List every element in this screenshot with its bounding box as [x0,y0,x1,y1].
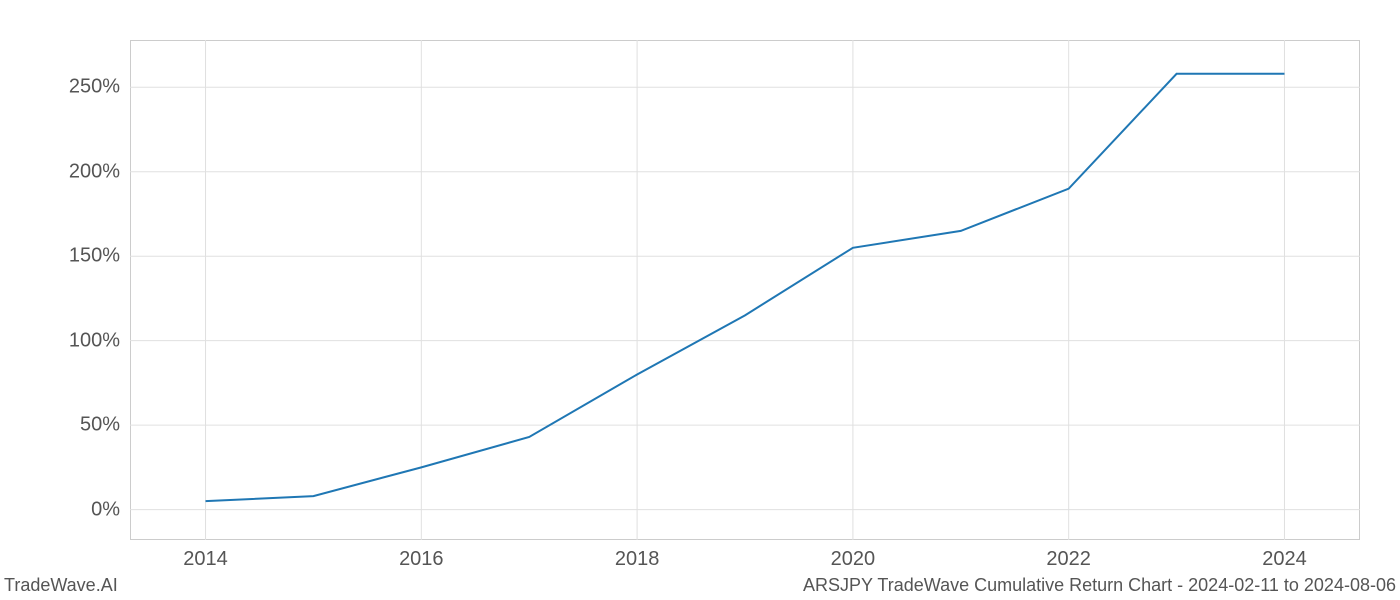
y-tick-label: 50% [10,414,120,437]
x-tick-label: 2020 [831,548,876,571]
y-tick-label: 100% [10,329,120,352]
footer-left-text: TradeWave.AI [4,575,118,596]
x-tick-label: 2018 [615,548,660,571]
y-tick-label: 200% [10,160,120,183]
x-tick-label: 2014 [183,548,228,571]
y-tick-label: 250% [10,76,120,99]
data-line [206,74,1285,501]
chart-svg [130,40,1360,540]
y-tick-label: 150% [10,245,120,268]
y-tick-label: 0% [10,498,120,521]
chart-plot-area [130,40,1360,540]
footer-right-text: ARSJPY TradeWave Cumulative Return Chart… [803,575,1396,596]
x-tick-label: 2016 [399,548,444,571]
x-tick-label: 2022 [1046,548,1091,571]
x-tick-label: 2024 [1262,548,1307,571]
